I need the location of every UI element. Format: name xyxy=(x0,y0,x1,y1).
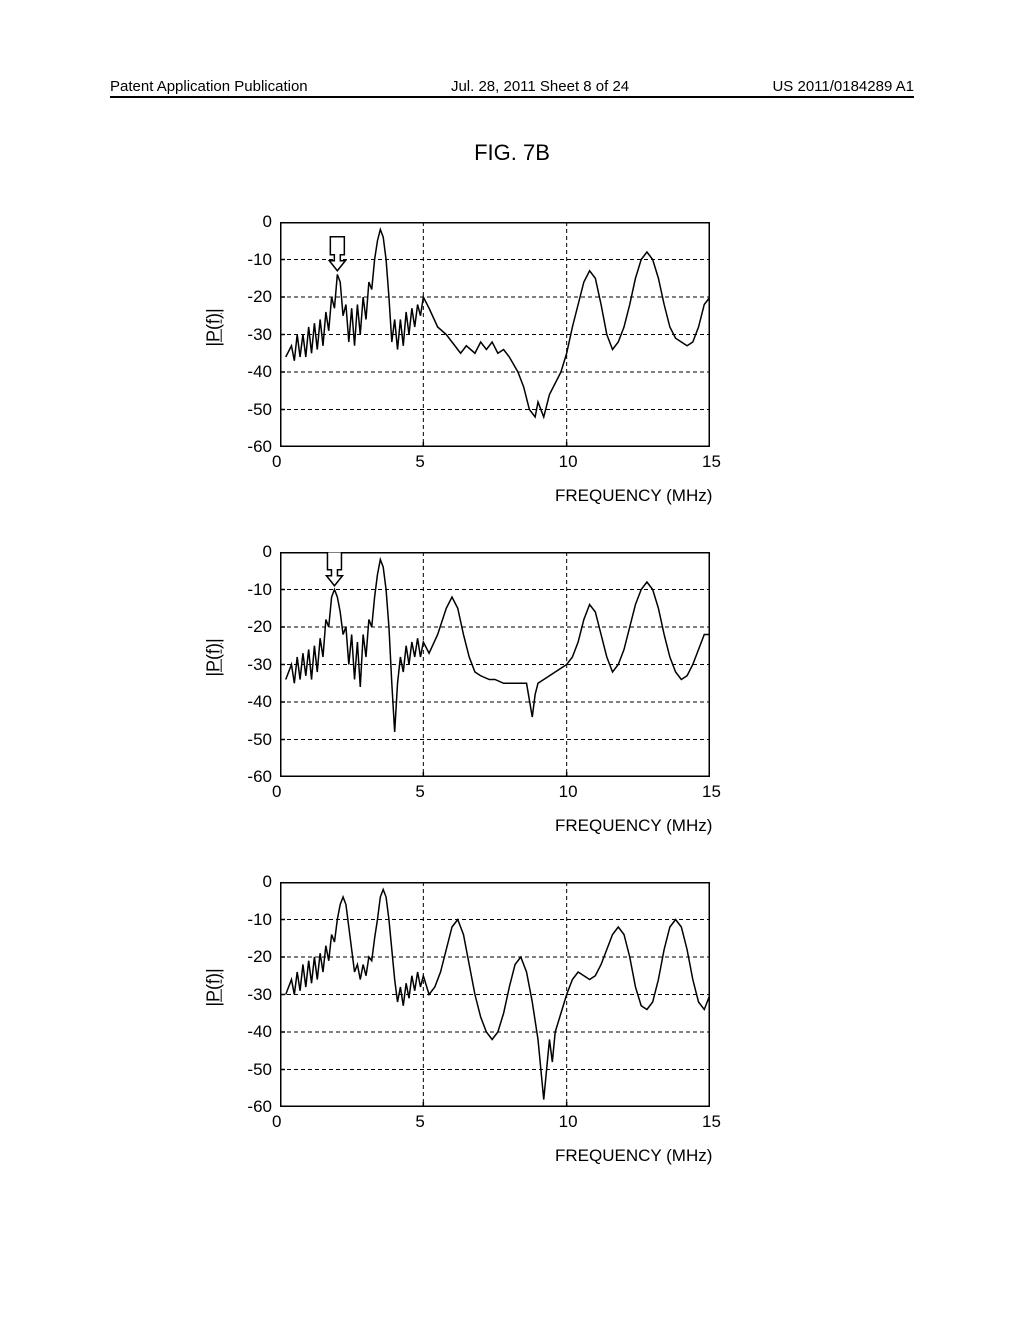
ytick-label: -10 xyxy=(247,580,272,600)
xtick-label: 5 xyxy=(415,1112,424,1132)
x-axis-label: FREQUENCY (MHz) xyxy=(555,1146,712,1166)
xtick-label: 5 xyxy=(415,452,424,472)
y-axis-label: |P(f)| xyxy=(204,638,225,676)
ytick-label: -20 xyxy=(247,947,272,967)
xtick-label: 0 xyxy=(272,1112,281,1132)
ytick-label: -60 xyxy=(247,767,272,787)
xtick-label: 0 xyxy=(272,452,281,472)
ytick-label: -60 xyxy=(247,1097,272,1117)
ytick-label: 0 xyxy=(263,542,272,562)
xtick-label: 10 xyxy=(559,782,578,802)
xtick-label: 10 xyxy=(559,452,578,472)
chart-svg xyxy=(280,222,710,447)
figure-title: FIG. 7B xyxy=(0,140,1024,166)
x-axis-label: FREQUENCY (MHz) xyxy=(555,816,712,836)
chart-svg xyxy=(280,552,710,777)
ytick-label: -30 xyxy=(247,325,272,345)
xtick-label: 15 xyxy=(702,452,721,472)
ytick-label: -50 xyxy=(247,1060,272,1080)
ytick-label: -40 xyxy=(247,692,272,712)
xtick-label: 5 xyxy=(415,782,424,802)
ytick-label: -60 xyxy=(247,437,272,457)
ytick-label: -10 xyxy=(247,910,272,930)
header-divider xyxy=(110,96,914,98)
y-axis-label: |P(f)| xyxy=(204,308,225,346)
ytick-label: -20 xyxy=(247,287,272,307)
xtick-label: 15 xyxy=(702,1112,721,1132)
header-center: Jul. 28, 2011 Sheet 8 of 24 xyxy=(451,78,629,95)
ytick-label: 0 xyxy=(263,212,272,232)
xtick-label: 15 xyxy=(702,782,721,802)
chart-2: 0-10-20-30-40-50-60051015|P(f)|FREQUENCY… xyxy=(280,552,710,777)
x-axis-label: FREQUENCY (MHz) xyxy=(555,486,712,506)
ytick-label: -50 xyxy=(247,400,272,420)
ytick-label: -10 xyxy=(247,250,272,270)
ytick-label: -20 xyxy=(247,617,272,637)
ytick-label: -50 xyxy=(247,730,272,750)
xtick-label: 10 xyxy=(559,1112,578,1132)
ytick-label: -30 xyxy=(247,985,272,1005)
chart-3: 0-10-20-30-40-50-60051015|P(f)|FREQUENCY… xyxy=(280,882,710,1107)
ytick-label: 0 xyxy=(263,872,272,892)
y-axis-label: |P(f)| xyxy=(204,968,225,1006)
chart-svg xyxy=(280,882,710,1107)
header-right: US 2011/0184289 A1 xyxy=(772,78,914,95)
header-left: Patent Application Publication xyxy=(110,78,308,95)
xtick-label: 0 xyxy=(272,782,281,802)
ytick-label: -30 xyxy=(247,655,272,675)
page-header: Patent Application Publication Jul. 28, … xyxy=(0,78,1024,95)
chart-1: 0-10-20-30-40-50-60051015|P(f)|FREQUENCY… xyxy=(280,222,710,447)
ytick-label: -40 xyxy=(247,362,272,382)
ytick-label: -40 xyxy=(247,1022,272,1042)
